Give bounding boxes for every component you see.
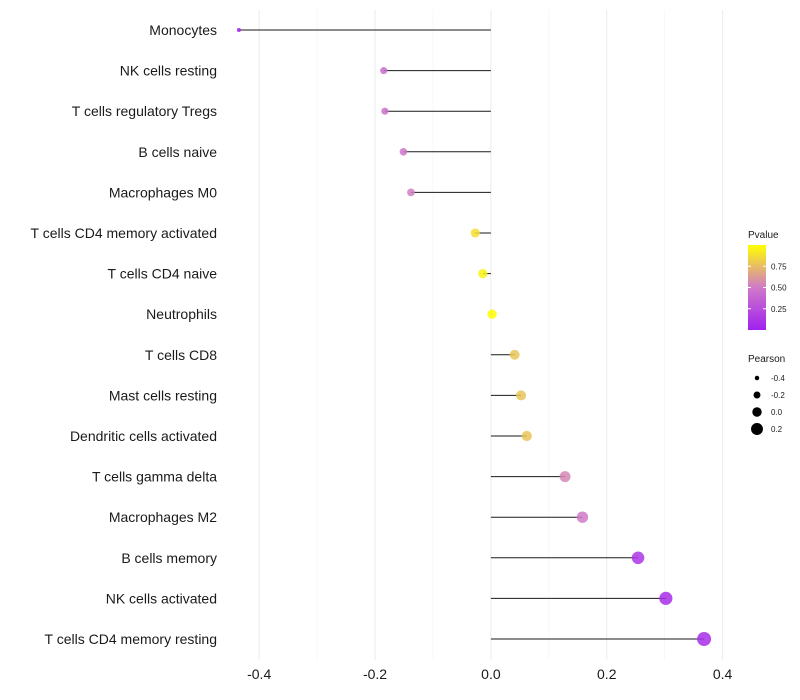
lollipop-point: [509, 349, 520, 360]
lollipop-point: [236, 28, 241, 32]
size-legend-label: -0.4: [771, 374, 785, 383]
category-label: T cells CD8: [145, 347, 217, 363]
lollipop-point: [631, 551, 645, 565]
lollipop-point: [381, 107, 389, 115]
category-label: B cells naive: [138, 144, 217, 160]
category-labels: Monocytes NK cells resting T cells regulat…: [31, 22, 218, 647]
stem-layer: [238, 29, 705, 640]
category-label: Neutrophils: [146, 306, 217, 322]
x-tick-label: 0.2: [597, 666, 617, 682]
dot-layer: [236, 28, 712, 646]
category-label: T cells CD4 memory activated: [31, 225, 217, 241]
category-label: Dendritic cells activated: [70, 428, 217, 444]
lollipop-point: [515, 390, 527, 401]
x-axis-ticks: -0.4 -0.2 0.0 0.2 0.4: [247, 666, 732, 682]
colorbar-tick-label: 0.75: [771, 262, 787, 271]
pvalue-legend: Pvalue 0.25 0.50 0.75: [748, 230, 787, 330]
size-legend-point: [753, 391, 761, 399]
x-tick-label: -0.4: [247, 666, 271, 682]
lollipop-point: [399, 148, 408, 156]
pearson-legend-title: Pearson: [748, 354, 785, 365]
colorbar-tick-label: 0.25: [771, 305, 787, 314]
lollipop-point: [697, 632, 712, 646]
lollipop-point: [470, 228, 480, 238]
lollipop-point: [380, 67, 388, 75]
category-label: Monocytes: [149, 22, 217, 38]
size-legend-point: [752, 407, 762, 417]
lollipop-point: [407, 188, 415, 197]
category-label: B cells memory: [121, 550, 217, 566]
category-label: NK cells activated: [106, 590, 217, 606]
category-label: T cells CD4 memory resting: [45, 631, 217, 647]
pvalue-legend-title: Pvalue: [748, 230, 779, 241]
category-label: Macrophages M0: [109, 184, 217, 200]
category-label: Mast cells resting: [109, 387, 217, 403]
lollipop-point: [659, 591, 673, 605]
size-legend-label: 0.0: [771, 408, 783, 417]
grid-layer: [258, 10, 724, 660]
category-label: T cells gamma delta: [92, 469, 217, 485]
lollipop-point: [559, 471, 571, 483]
x-tick-label: -0.2: [363, 666, 387, 682]
colorbar-tick-label: 0.50: [771, 284, 787, 293]
lollipop-point: [478, 268, 488, 279]
lollipop-point: [487, 309, 497, 319]
category-label: Macrophages M2: [109, 509, 217, 525]
size-legend-point: [751, 423, 763, 435]
lollipop-point: [576, 511, 589, 523]
pvalue-colorbar: [748, 245, 766, 330]
x-tick-label: 0.0: [481, 666, 501, 682]
lollipop-point: [521, 430, 532, 442]
size-legend-label: -0.2: [771, 391, 785, 400]
size-legend-point: [754, 375, 760, 381]
size-legend-label: 0.2: [771, 425, 783, 434]
pearson-legend: Pearson -0.4 -0.2 0.0 0.2: [748, 354, 785, 435]
category-label: T cells CD4 naive: [108, 266, 218, 282]
category-label: T cells regulatory Tregs: [72, 103, 217, 119]
category-label: NK cells resting: [120, 63, 217, 79]
x-tick-label: 0.4: [713, 666, 733, 682]
